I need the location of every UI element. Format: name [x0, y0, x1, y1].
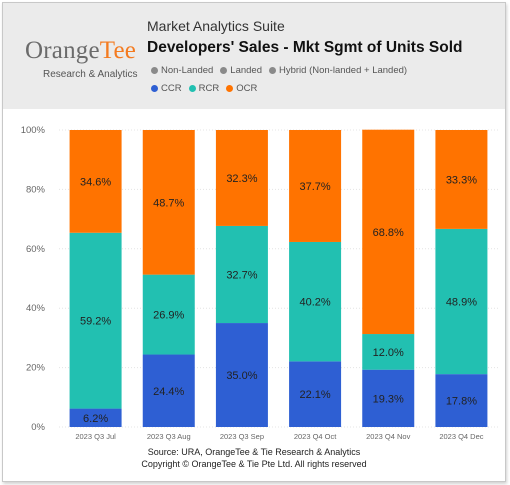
stacked-bar-chart: 0% 20% 40% 60% 80% 100% 6.2% 59.2% 34.6% 2023 Q3 … [21, 125, 498, 441]
brand-logo: OrangeTee [25, 37, 136, 65]
data-label: 48.9% [446, 297, 477, 309]
data-label: 32.3% [226, 173, 257, 185]
legend-dot-icon [269, 67, 276, 74]
legend-label: Landed [230, 65, 262, 76]
bar-segment-ccr [142, 354, 195, 427]
data-label: 24.4% [153, 386, 184, 398]
y-tick-label: 20% [26, 363, 46, 374]
y-tick-label: 0% [31, 422, 45, 433]
y-tick-label: 40% [26, 303, 46, 314]
bar-segment-ocr [435, 130, 488, 229]
x-tick-label: 2023 Q3 Sep [220, 432, 264, 441]
chart-title: Developers' Sales - Mkt Sgmt of Units So… [147, 39, 463, 56]
legend-dot-icon [188, 85, 196, 92]
bar-segment-rcr [435, 228, 488, 375]
bar-segment-ocr [142, 130, 195, 275]
data-label: 35.0% [226, 370, 257, 382]
legend-label: OCR [236, 83, 258, 94]
legend-item-non-landed[interactable]: Non-Landed [151, 65, 213, 76]
data-label: 12.0% [373, 347, 404, 359]
bar-segment-rcr [69, 232, 122, 409]
bar-segment-ocr [69, 130, 122, 233]
chart-source: Source: URA, OrangeTee & Tie Research & … [3, 446, 505, 470]
data-label: 26.9% [153, 310, 184, 322]
legend-dot-icon [151, 67, 158, 74]
data-label: 68.8% [373, 227, 404, 239]
legend-item-hybrid[interactable]: Hybrid (Non-landed + Landed) [269, 65, 407, 76]
legend-item-rcr[interactable]: RCR [188, 83, 220, 94]
data-label: 59.2% [80, 316, 111, 328]
bar-segment-ocr [289, 130, 342, 242]
data-label: 22.1% [299, 389, 330, 401]
bar-segment-rcr [142, 274, 195, 355]
bar-segment-ccr [69, 408, 122, 427]
logo-text-orange: Orange [25, 37, 100, 64]
legend-label: RCR [198, 83, 220, 94]
bar-segment-ocr [215, 130, 268, 226]
data-label: 19.3% [373, 393, 404, 405]
data-label: 40.2% [299, 297, 330, 309]
data-label: 48.7% [153, 197, 184, 209]
data-label: 33.3% [446, 174, 477, 186]
x-tick-label: 2023 Q4 Oct [294, 432, 337, 441]
data-label: 17.8% [446, 396, 477, 408]
bar-segment-rcr [289, 241, 342, 362]
legend-dot-icon [220, 67, 228, 74]
legend-dot-icon [226, 85, 234, 92]
data-label: 32.7% [226, 269, 257, 281]
bar-segment-ccr [289, 361, 342, 427]
bar-segment-rcr [215, 225, 268, 324]
bar-segment-rcr [362, 334, 415, 370]
logo-text-tee: Tee [99, 37, 137, 64]
y-tick-label: 100% [21, 125, 46, 136]
y-tick-label: 60% [26, 244, 46, 255]
header-panel: OrangeTee Research & Analytics Market An… [3, 3, 505, 109]
source-text: Source: URA, OrangeTee & Tie Research & … [147, 447, 361, 457]
brand-tagline: Research & Analytics [43, 69, 138, 80]
filter-legend: Non-Landed Landed Hybrid (Non-landed + L… [151, 65, 407, 76]
data-label: 6.2% [83, 413, 108, 425]
series-legend: CCR RCR OCR [151, 83, 257, 94]
chart-card: OrangeTee Research & Analytics Market An… [2, 2, 506, 482]
x-tick-label: 2023 Q3 Jul [75, 432, 116, 441]
x-tick-label: 2023 Q3 Aug [147, 432, 191, 441]
legend-item-ocr[interactable]: OCR [226, 83, 257, 94]
legend-item-ccr[interactable]: CCR [151, 83, 182, 94]
x-tick-label: 2023 Q4 Nov [366, 432, 410, 441]
bar-segment-ccr [435, 374, 488, 427]
suite-name: Market Analytics Suite [147, 18, 285, 34]
legend-item-landed[interactable]: Landed [220, 65, 262, 76]
legend-dot-icon [151, 85, 158, 92]
bar-segment-ccr [362, 369, 415, 427]
legend-label: Hybrid (Non-landed + Landed) [279, 65, 408, 76]
y-tick-label: 80% [26, 184, 46, 195]
legend-label: Non-Landed [161, 65, 214, 76]
bar-segment-ccr [215, 323, 268, 427]
copyright-text: Copyright © OrangeTee & Tie Pte Ltd. All… [141, 459, 367, 469]
bar-segment-ocr [362, 129, 415, 335]
legend-label: CCR [161, 83, 182, 94]
data-label: 37.7% [299, 181, 330, 193]
x-tick-label: 2023 Q4 Dec [439, 432, 483, 441]
data-label: 34.6% [80, 176, 111, 188]
